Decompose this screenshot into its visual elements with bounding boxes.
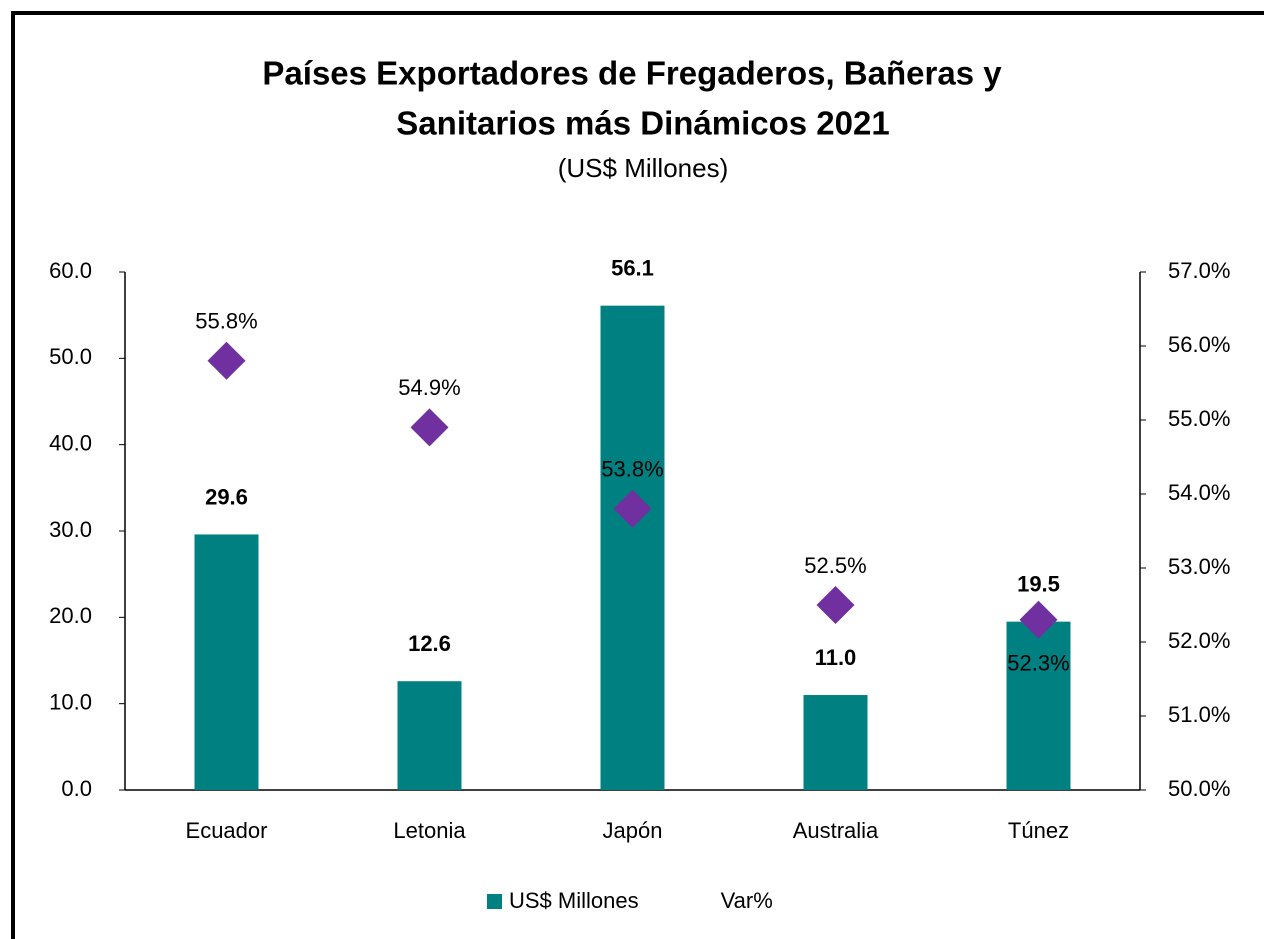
marker [1019,600,1058,639]
y-tick-label: 50.0 [49,344,92,369]
marker [207,341,246,380]
x-tick-label: Túnez [1008,818,1069,843]
data-label: 29.6 [205,484,248,509]
data-label: 11.0 [815,645,857,670]
y2-tick-label: 55.0% [1168,406,1230,431]
bar [803,695,868,790]
marker [613,489,652,528]
x-tick-label: Letonia [393,818,466,843]
y-tick-label: 40.0 [49,430,92,455]
y-tick-label: 20.0 [49,603,92,628]
marker [410,408,449,447]
y-tick-label: 60.0 [49,258,92,283]
chart-subtitle: (US$ Millones) [558,153,729,183]
legend-label: US$ Millones [509,888,639,913]
y2-tick-label: 51.0% [1168,702,1230,727]
y2-tick-label: 54.0% [1168,480,1230,505]
data-label: 19.5 [1017,571,1060,596]
x-tick-label: Japón [603,818,663,843]
data-label: 52.3% [1007,651,1069,676]
bar [194,534,259,790]
data-label: 56.1 [611,255,654,280]
bar [600,305,665,790]
marker [816,586,855,624]
chart-border [11,11,1264,939]
y2-tick-label: 50.0% [1168,776,1230,801]
x-tick-label: Ecuador [186,818,268,843]
x-tick-label: Australia [793,818,879,843]
data-label: 52.5% [804,553,866,578]
y2-tick-label: 52.0% [1168,628,1230,653]
data-label: 54.9% [398,375,460,400]
y2-tick-label: 57.0% [1168,258,1230,283]
legend-swatch [487,894,502,909]
legend-label: Var% [721,888,773,913]
data-label: 12.6 [408,631,451,656]
data-label: 53.8% [601,457,663,482]
chart-title: Sanitarios más Dinámicos 2021 [396,105,889,142]
bar [1006,621,1071,790]
y-tick-label: 10.0 [49,689,92,714]
data-label: 55.8% [195,309,257,334]
y-tick-label: 0.0 [61,776,92,801]
y-tick-label: 30.0 [49,517,92,542]
y2-tick-label: 53.0% [1168,554,1230,579]
y2-tick-label: 56.0% [1168,332,1230,357]
chart-title: Países Exportadores de Fregaderos, Bañer… [262,55,1002,92]
bar [397,681,462,790]
